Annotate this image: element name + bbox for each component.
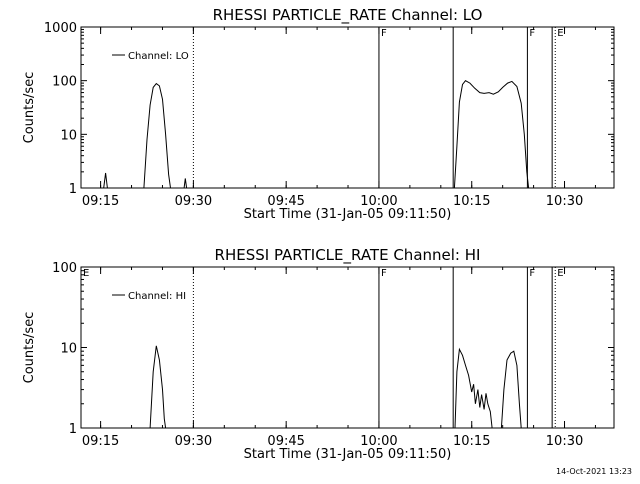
footer-timestamp: 14-Oct-2021 13:23 [556,467,632,476]
series-line [149,345,167,429]
legend-label: Channel: HI [128,291,186,302]
x-tick-label: 09:30 [175,434,212,449]
chart-title: RHESSI PARTICLE_RATE Channel: HI [215,246,481,265]
series-line [454,347,493,429]
panel-1: RHESSI PARTICLE_RATE Channel: LO 1 10 100 10… [22,6,640,222]
x-tick-label: 10:00 [360,194,397,209]
event-marker-label: F [381,28,387,39]
y-tick-label: 1 [69,422,77,437]
event-marker-label: E [557,268,563,279]
series-line [183,178,188,189]
x-tick-label: 09:45 [267,434,304,449]
x-axis-label: Start Time (31-Jan-05 09:11:50) [244,447,452,462]
x-tick-label: 10:45 [639,434,640,449]
x-tick-label: 09:15 [82,434,119,449]
x-tick-label: 09:30 [175,194,212,209]
x-tick-label: 10:15 [453,434,490,449]
x-tick-label: 09:15 [82,194,119,209]
chart-title: RHESSI PARTICLE_RATE Channel: LO [213,6,483,25]
plot-frame [80,26,615,189]
event-marker-label: F [529,28,535,39]
event-marker-label: F [529,268,535,279]
y-tick-label: 10 [60,128,77,143]
legend-label: Channel: LO [128,51,189,62]
y-tick-label: 100 [52,261,77,276]
series-line [143,82,171,189]
x-tick-label: 10:15 [453,194,490,209]
x-tick-label: 10:45 [639,194,640,209]
x-axis-label: Start Time (31-Jan-05 09:11:50) [244,207,452,222]
y-axis-label: Counts/sec [22,312,37,384]
series-line [103,172,108,189]
y-tick-label: 10 [60,342,77,357]
y-tick-label: 1 [69,182,77,197]
series-line [500,350,522,429]
series-line [453,80,530,189]
event-marker-label: E [557,28,563,39]
x-tick-label: 10:00 [360,434,397,449]
x-tick-label: 10:30 [546,434,583,449]
y-axis-label: Counts/sec [22,72,37,144]
y-tick-label: 100 [52,75,77,90]
panel-2: RHESSI PARTICLE_RATE Channel: HI 1 10 100 Co… [22,246,640,462]
x-tick-label: 09:45 [267,194,304,209]
x-tick-label: 10:30 [546,194,583,209]
event-marker-label: F [381,268,387,279]
event-marker-label: E [83,268,89,279]
y-tick-label: 1000 [44,21,77,36]
